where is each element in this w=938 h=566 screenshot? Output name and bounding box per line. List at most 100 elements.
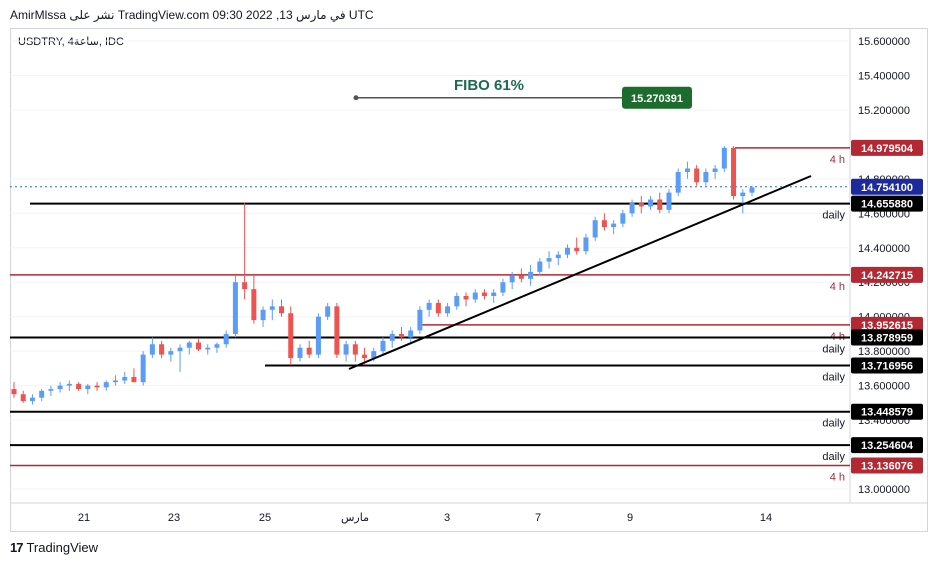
candle-body <box>648 199 654 207</box>
candle-body <box>242 282 248 290</box>
level-tag: 4 h <box>830 281 845 293</box>
fibo-value-label: 15.270391 <box>631 93 683 105</box>
candle-body <box>684 168 690 172</box>
y-tick-label: 13.800000 <box>858 346 910 358</box>
candle-body <box>362 354 368 359</box>
tradingview-brand: TradingView <box>26 540 99 555</box>
level-price-label: 14.979504 <box>861 143 914 155</box>
candle-body <box>389 333 395 341</box>
candle-body <box>546 258 552 262</box>
x-tick-label: 23 <box>168 512 180 524</box>
y-tick-label: 13.600000 <box>858 381 910 393</box>
candle-body <box>251 289 257 321</box>
candle-body <box>131 377 137 383</box>
candle-body <box>168 351 174 355</box>
candle-body <box>408 330 414 338</box>
candle-body <box>629 202 635 214</box>
candle-body <box>426 302 432 310</box>
level-tag: daily <box>822 451 845 463</box>
candle-body <box>122 377 128 381</box>
candle-body <box>334 306 340 355</box>
trendline <box>348 175 812 370</box>
candle-body <box>66 383 72 386</box>
level-price-badge <box>851 437 923 454</box>
level-price-label: 13.448579 <box>861 407 913 419</box>
candle-body <box>279 306 285 314</box>
x-tick-label: 9 <box>627 512 633 524</box>
fibo-value-badge <box>622 86 692 109</box>
level-price-label: 13.254604 <box>861 440 914 452</box>
candle-body <box>509 275 515 283</box>
candle-body <box>94 385 100 388</box>
candle-body <box>112 380 118 383</box>
candle-body <box>20 394 26 402</box>
candle-body <box>11 389 17 395</box>
level-price-badge <box>851 139 923 156</box>
candle-body <box>159 344 165 355</box>
candle-body <box>288 313 294 359</box>
candle-body <box>343 344 349 355</box>
y-tick-label: 15.600000 <box>858 36 910 48</box>
level-tag: daily <box>822 344 845 356</box>
candle-body <box>140 354 146 383</box>
candle-body <box>417 309 423 331</box>
tradingview-logo-icon: 17 <box>10 540 24 555</box>
candle-body <box>675 171 681 193</box>
candle-body <box>149 344 155 355</box>
candle-body <box>371 351 377 359</box>
candle-body <box>500 282 506 293</box>
candle-body <box>223 333 229 345</box>
candle-body <box>315 316 321 355</box>
chart-frame <box>10 28 928 532</box>
candle-body <box>731 147 737 197</box>
x-tick-label: 25 <box>259 512 271 524</box>
candle-body <box>592 220 598 238</box>
tradingview-footer[interactable]: 17 TradingView <box>10 540 98 555</box>
candle-body <box>703 171 709 183</box>
candle-body <box>103 382 109 388</box>
candle-body <box>352 344 358 355</box>
candle-body <box>445 306 451 314</box>
level-price-badge <box>851 457 923 474</box>
publish-header: AmirMlssa نشر على TradingView.com في مار… <box>10 8 374 22</box>
candle-body <box>463 296 469 300</box>
candle-body <box>29 397 35 402</box>
candle-body <box>39 390 45 398</box>
candle-body <box>435 302 441 314</box>
y-tick-label: 14.400000 <box>858 243 910 255</box>
level-tag: 4 h <box>830 154 845 166</box>
current-price-label: 14.754100 <box>861 182 913 194</box>
x-tick-label: 21 <box>78 512 90 524</box>
candle-body <box>48 389 54 391</box>
level-tag: daily <box>822 371 845 383</box>
candle-body <box>380 340 386 352</box>
candle-body <box>472 292 478 300</box>
candle-body <box>398 333 404 338</box>
level-tag: 4 h <box>830 472 845 484</box>
candle-body <box>481 292 487 297</box>
level-price-label: 14.242715 <box>861 270 913 282</box>
candle-body <box>574 247 580 252</box>
candle-body <box>666 192 672 210</box>
candle-body <box>214 344 220 348</box>
candle-body <box>76 383 82 390</box>
candle-body <box>638 202 644 207</box>
candle-body <box>601 220 607 228</box>
level-price-badge <box>851 316 923 333</box>
candle-body <box>583 237 589 252</box>
candle-body <box>85 385 91 390</box>
candle-body <box>491 292 497 297</box>
candle-body <box>611 223 617 228</box>
candle-body <box>57 385 63 390</box>
y-tick-label: 15.200000 <box>858 105 910 117</box>
candle-body <box>454 296 460 307</box>
symbol-label: USDTRY, 4ساعة, IDC <box>18 36 124 48</box>
candle-body <box>537 261 543 272</box>
candle-body <box>712 168 718 172</box>
candle-body <box>721 147 727 169</box>
candle-body <box>749 187 755 193</box>
level-price-label: 13.952615 <box>861 320 913 332</box>
candle-body <box>528 271 534 279</box>
level-price-badge <box>851 195 923 212</box>
